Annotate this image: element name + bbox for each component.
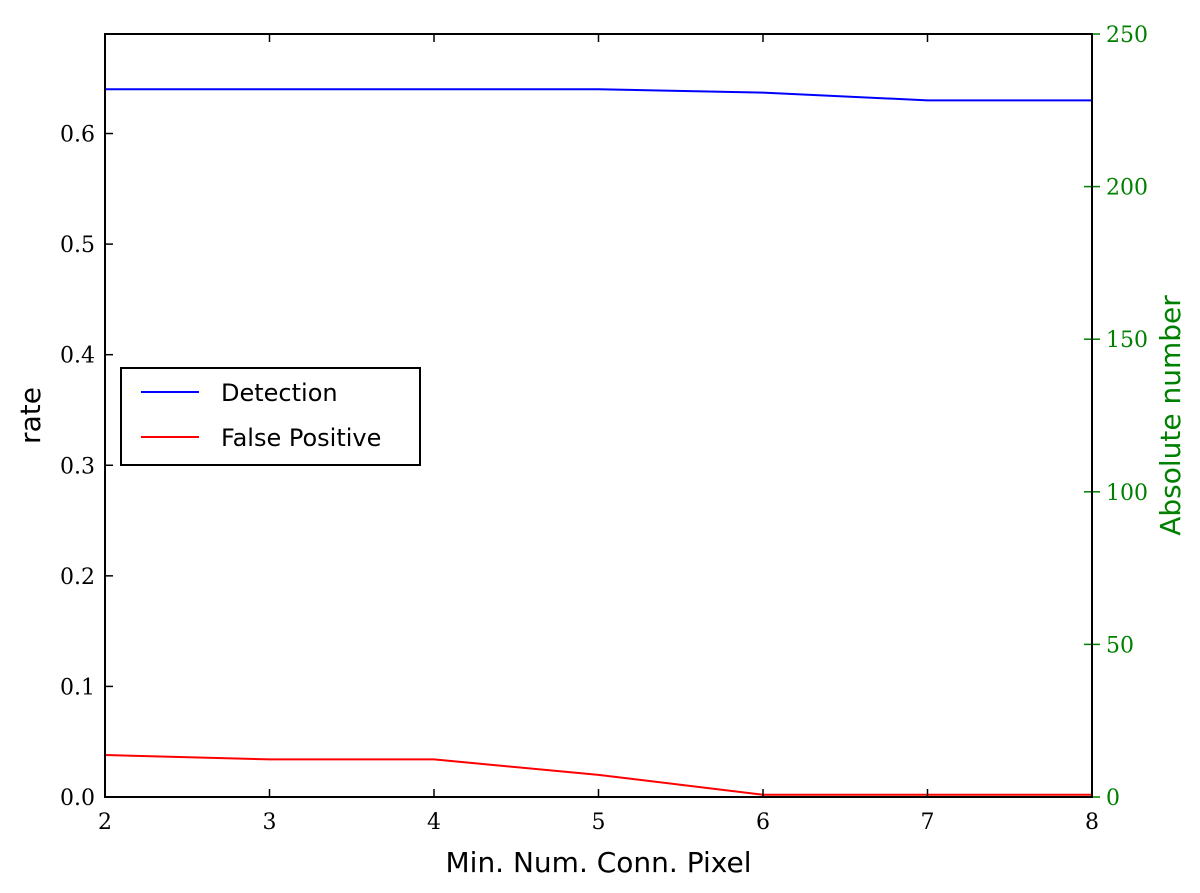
x-tick-label: 4 [427,810,441,835]
y-tick-label: 0.5 [60,233,95,258]
y-tick-label: 0.1 [60,675,95,700]
legend-label-detection: Detection [221,379,338,407]
y2-tick-label: 200 [1106,176,1148,201]
y-tick-label: 0.6 [60,123,95,148]
y2-tick-label: 250 [1106,23,1148,48]
x-tick-label: 2 [98,810,112,835]
legend-box [120,367,421,466]
y-tick-label: 0.0 [60,786,95,811]
legend-label-false-positive: False Positive [221,424,381,452]
y2-tick-label: 0 [1106,786,1120,811]
y2-tick-label: 50 [1106,633,1134,658]
y2-tick-label: 100 [1106,481,1148,506]
y-tick-label: 0.4 [60,344,95,369]
y2-tick-label: 150 [1106,328,1148,353]
x-tick-label: 6 [756,810,770,835]
x-tick-label: 5 [592,810,606,835]
y2-axis-label: Absolute number [1154,295,1187,536]
x-tick-label: 3 [263,810,277,835]
series-line-detection [105,88,1092,102]
legend: Detection False Positive [120,367,421,466]
series-line-false-positive [104,753,1092,796]
x-axis-label: Min. Num. Conn. Pixel [446,846,752,879]
ticks-layer: 2 3 4 5 6 7 8 0.0 0.1 0.2 0.3 0.4 0.5 0.6 0 50 100 150 200… [60,23,1148,835]
x-tick-label: 7 [921,810,935,835]
plot-frame [104,33,1093,798]
y-tick-label: 0.2 [60,565,95,590]
x-tick-label: 8 [1085,810,1099,835]
y-axis-label: rate [14,387,47,444]
y-tick-label: 0.3 [60,454,95,479]
